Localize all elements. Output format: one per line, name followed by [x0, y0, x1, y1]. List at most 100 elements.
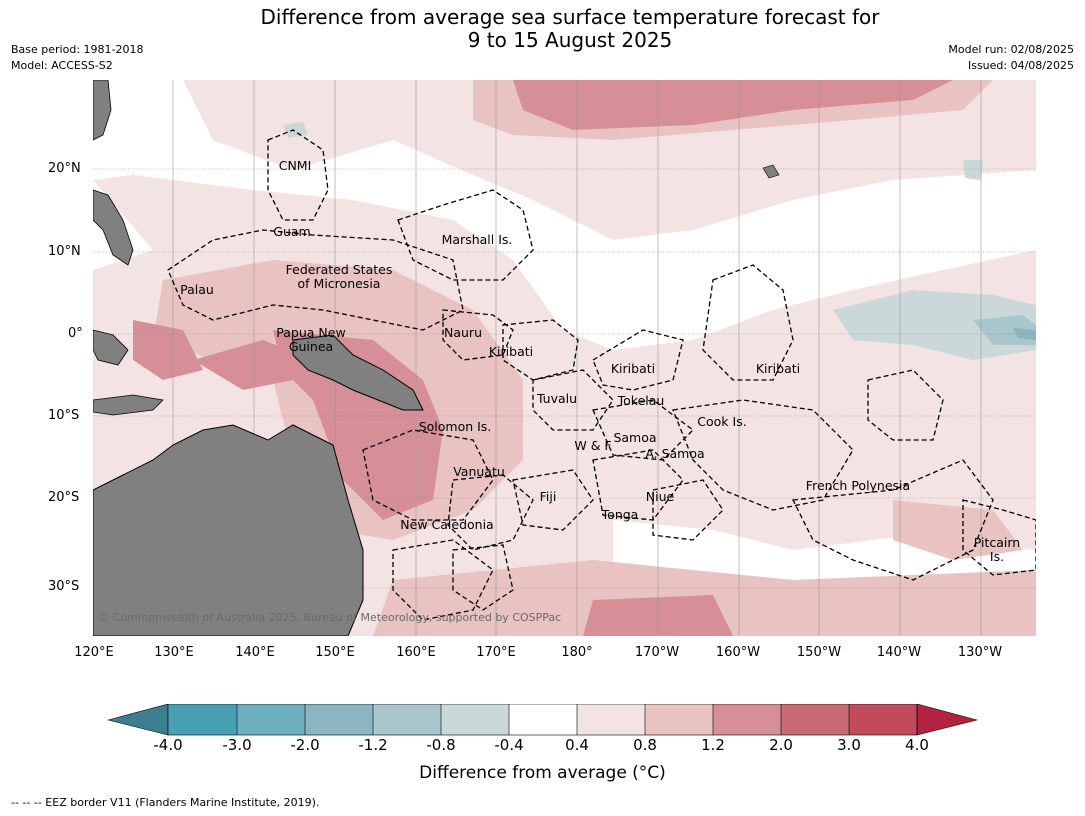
colorbar	[108, 704, 978, 736]
colorbar-tick: -4.0	[153, 736, 183, 754]
sulawesi-landmass	[93, 329, 129, 366]
issued-date: Issued: 04/08/2025	[967, 59, 1074, 72]
philippines-south-landmass	[93, 189, 134, 266]
colorbar-tick: 3.0	[837, 736, 861, 754]
lesser-sunda-landmass	[93, 394, 164, 416]
strong-warm-anomaly-north	[513, 80, 953, 130]
region-labels: CNMI Guam Marshall Is. Federated States …	[180, 158, 1020, 564]
model-run: Model run: 02/08/2025	[948, 43, 1074, 56]
lat-label: 20°N	[48, 161, 81, 176]
region-label: Is.	[990, 549, 1004, 564]
near-average-zone-north	[93, 80, 1036, 350]
colorbar-bin	[168, 704, 237, 735]
region-label: Palau	[180, 282, 214, 297]
latitude-gridlines	[93, 168, 1036, 589]
map-title: Difference from average sea surface temp…	[0, 6, 1085, 52]
colorbar-bin	[713, 704, 781, 735]
colorbar-bin	[781, 704, 849, 735]
region-label: Kiribati	[611, 361, 655, 376]
region-label: of Micronesia	[298, 276, 381, 291]
region-label: Marshall Is.	[442, 232, 513, 247]
colorbar-bin	[645, 704, 713, 735]
region-label: Solomon Is.	[419, 419, 492, 434]
lat-label: 10°N	[48, 244, 81, 259]
eez-legend-note: -- -- -- EEZ border V11 (Flanders Marine…	[11, 796, 320, 809]
colorbar-tick: 0.8	[633, 736, 657, 754]
region-label: New Caledonia	[400, 517, 493, 532]
lon-label: 170°W	[634, 645, 680, 660]
title-line-2: 9 to 15 August 2025	[467, 28, 673, 52]
region-label: Samoa	[613, 430, 656, 445]
strong-warm-anomaly-nw	[193, 340, 313, 390]
strong-warm-anomaly-west	[273, 330, 443, 520]
map-canvas: CNMI Guam Marshall Is. Federated States …	[93, 80, 1036, 636]
strong-warm-anomaly-indonesia	[133, 320, 203, 380]
region-label: Guam	[273, 224, 310, 239]
region-label: Papua New	[276, 325, 345, 340]
lat-label: 0°	[68, 326, 83, 341]
lon-label: 150°W	[796, 645, 842, 660]
colorbar-bin	[849, 704, 917, 735]
region-label: Tonga	[601, 507, 639, 522]
base-period-info: Base period: 1981-2018 Model: ACCESS-S2	[11, 42, 143, 74]
region-label: Vanuatu	[453, 464, 505, 479]
colorbar-low-extension	[108, 704, 169, 736]
lon-label: 120°E	[74, 645, 114, 660]
region-label: French Polynesia	[806, 478, 910, 493]
lat-label: 30°S	[48, 579, 80, 594]
lon-label: 150°E	[315, 645, 355, 660]
cool-anomaly-east	[833, 290, 1036, 360]
lon-label: 130°W	[957, 645, 1003, 660]
colorbar-bin	[237, 704, 305, 735]
region-label: Kiribati	[489, 344, 533, 359]
region-label: Niue	[646, 489, 675, 504]
model-name: Model: ACCESS-S2	[11, 59, 113, 72]
colorbar-tick: 1.2	[701, 736, 725, 754]
region-label: W & F	[574, 438, 611, 453]
lon-label: 180°	[561, 645, 593, 660]
lon-label: 140°E	[235, 645, 275, 660]
eez-borders	[167, 129, 1036, 621]
colorbar-tick: -1.2	[358, 736, 388, 754]
hawaii-landmass	[762, 164, 780, 179]
lon-label: 160°W	[715, 645, 761, 660]
region-label: Cook Is.	[697, 414, 746, 429]
cool-anomaly-east-peak	[1013, 328, 1036, 340]
region-label: A. Samoa	[645, 446, 704, 461]
colorbar-tick: 2.0	[769, 736, 793, 754]
colorbar-title: Difference from average (°C)	[419, 763, 666, 783]
copyright-notice: © Commonwealth of Australia 2025, Bureau…	[98, 611, 561, 624]
run-info: Model run: 02/08/2025 Issued: 04/08/2025	[948, 42, 1074, 74]
region-label: Nauru	[444, 325, 482, 340]
colorbar-tick: 0.4	[565, 736, 589, 754]
colorbar-bin	[577, 704, 645, 735]
colorbar-high-extension	[916, 704, 978, 736]
colorbar-bin	[373, 704, 441, 735]
colorbar-bin	[441, 704, 509, 735]
region-label: Tuvalu	[536, 391, 577, 406]
lat-label: 20°S	[48, 490, 80, 505]
colorbar-bin	[509, 704, 577, 735]
warm-anomaly-se	[893, 500, 1023, 560]
colorbar-dividers	[167, 704, 918, 736]
title-line-1: Difference from average sea surface temp…	[260, 5, 880, 29]
base-period: Base period: 1981-2018	[11, 43, 144, 56]
sst-anomaly-map: CNMI Guam Marshall Is. Federated States …	[93, 80, 1036, 636]
lon-label: 140°W	[876, 645, 922, 660]
region-label: Tokelau	[617, 393, 665, 408]
cool-anomaly-cnmi	[283, 122, 308, 138]
region-label: Kiribati	[756, 361, 800, 376]
australia-landmass	[93, 424, 364, 636]
lon-label: 170°E	[476, 645, 516, 660]
lon-label: 130°E	[154, 645, 194, 660]
cool-anomaly-north-east	[963, 160, 983, 180]
colorbar-tick: 4.0	[905, 736, 929, 754]
colorbar-tick: -0.4	[494, 736, 524, 754]
region-label: CNMI	[279, 158, 312, 173]
colorbar-tick: -0.8	[426, 736, 456, 754]
lat-label: 10°S	[48, 408, 80, 423]
lon-label: 160°E	[396, 645, 436, 660]
colorbar-tick: -2.0	[290, 736, 320, 754]
region-label: Guinea	[289, 339, 333, 354]
colorbar-tick: -3.0	[222, 736, 252, 754]
